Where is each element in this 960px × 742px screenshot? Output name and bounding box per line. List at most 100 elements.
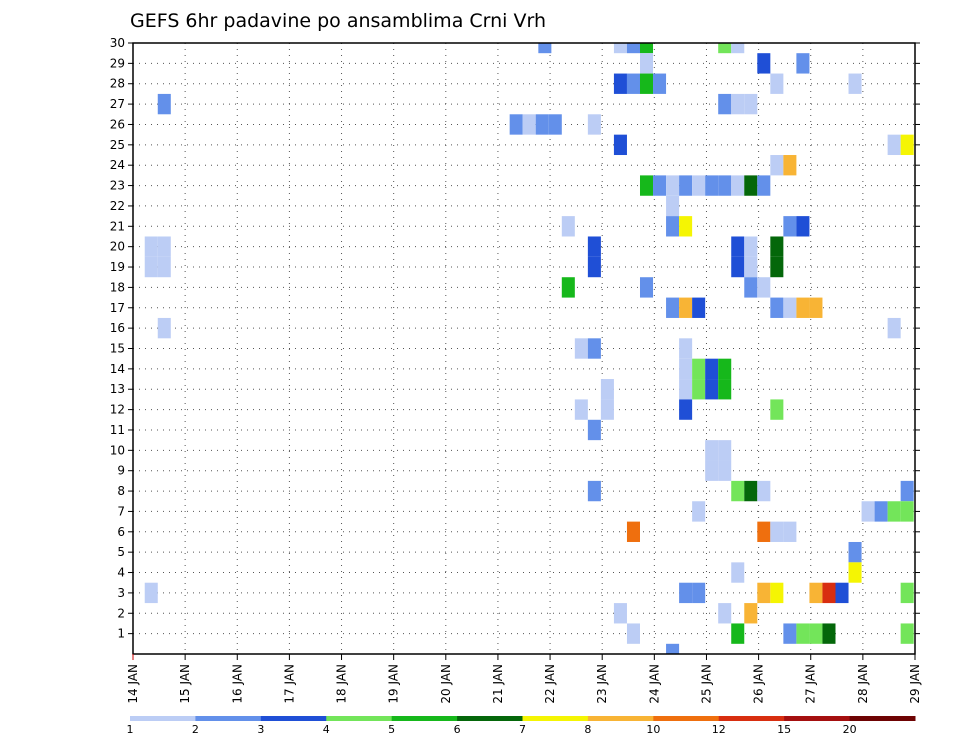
colorbar-label: 6 — [454, 723, 461, 736]
x-tick-label: 18 JAN — [335, 664, 349, 704]
heatmap-cell — [783, 216, 797, 237]
heatmap-cell — [744, 480, 758, 502]
heatmap-cell — [639, 53, 654, 74]
y-tick-label: 25 — [110, 138, 125, 152]
heatmap-cell — [809, 297, 823, 318]
heatmap-cell — [757, 175, 771, 196]
heatmap-cell — [744, 603, 758, 624]
heatmap-cell — [613, 134, 627, 156]
heatmap-cell — [639, 73, 654, 94]
heatmap-cell — [731, 43, 745, 54]
heatmap-cell — [731, 480, 745, 502]
heatmap-cell — [731, 623, 745, 644]
x-tick-label: 27 JAN — [804, 664, 818, 704]
x-tick-label: 14 JAN — [126, 664, 140, 704]
heatmap-cell — [574, 399, 588, 420]
colorbar-segment — [522, 716, 589, 721]
heatmap-cell — [561, 277, 575, 298]
heatmap-cell — [796, 53, 810, 74]
heatmap-cell — [653, 73, 667, 94]
y-tick-label: 20 — [110, 240, 125, 254]
x-tick-label: 25 JAN — [699, 664, 713, 704]
heatmap-cell — [848, 73, 862, 94]
y-tick-label: 21 — [110, 219, 125, 233]
axes: 1234567891011121314151617181920212223242… — [110, 36, 922, 704]
colorbar-label: 4 — [323, 723, 330, 736]
heatmap-cell — [600, 399, 614, 420]
heatmap-cell — [770, 521, 784, 542]
heatmap-cell — [522, 114, 536, 135]
colorbar-segment — [718, 716, 785, 721]
heatmap-cell — [157, 256, 171, 278]
heatmap-cell — [822, 623, 836, 644]
heatmap-cell — [887, 317, 901, 339]
heatmap-cell — [822, 582, 836, 604]
x-tick-label: 17 JAN — [282, 664, 296, 704]
heatmap-cell — [561, 216, 575, 237]
heatmap-cell — [718, 43, 732, 54]
heatmap-cell — [809, 582, 823, 604]
heatmap-cell — [692, 358, 706, 380]
heatmap-cell — [692, 175, 706, 196]
heatmap-cell — [626, 623, 640, 644]
heatmap-cell — [666, 643, 680, 654]
heatmap-cell — [848, 541, 862, 563]
y-tick-label: 1 — [117, 627, 125, 641]
x-tick-label: 26 JAN — [752, 664, 766, 704]
heatmap-cell — [692, 582, 706, 604]
x-tick-label: 29 JAN — [908, 664, 922, 704]
heatmap-cell — [679, 358, 693, 380]
heatmap-cell — [157, 236, 171, 257]
heatmap-cell — [718, 358, 732, 380]
heatmap-cell — [692, 379, 706, 400]
colorbar-label: 1 — [127, 723, 134, 736]
heatmap-cell — [653, 175, 667, 196]
colorbar-segment — [195, 716, 262, 721]
x-tick-label: 24 JAN — [647, 664, 661, 704]
x-tick-label: 15 JAN — [178, 664, 192, 704]
x-tick-label: 20 JAN — [439, 664, 453, 704]
heatmap-cell — [796, 216, 810, 237]
heatmap-cell — [679, 399, 693, 420]
heatmap-cell — [861, 501, 875, 522]
heatmap-cell — [770, 256, 784, 278]
colorbar-label: 10 — [646, 723, 660, 736]
heatmap-cell — [626, 73, 640, 94]
heatmap-cell — [157, 93, 171, 115]
colorbar-label: 7 — [519, 723, 526, 736]
colorbar-segment — [784, 716, 851, 721]
colorbar-segment — [849, 716, 916, 721]
y-tick-label: 5 — [117, 545, 125, 559]
heatmap-cell — [731, 562, 745, 583]
heatmap-cell — [639, 277, 654, 298]
heatmap-cell — [679, 216, 693, 237]
heatmap-cell — [535, 114, 549, 135]
heatmap-cell — [626, 521, 640, 542]
x-tick-label: 19 JAN — [387, 664, 401, 704]
y-tick-label: 16 — [110, 321, 125, 335]
heatmap-cells — [144, 43, 914, 654]
heatmap-cell — [574, 338, 588, 359]
heatmap-cell — [587, 236, 601, 257]
heatmap-cell — [900, 623, 914, 644]
heatmap-cell — [666, 297, 680, 318]
y-tick-label: 14 — [110, 362, 125, 376]
heatmap-cell — [613, 73, 627, 94]
heatmap-cell — [783, 521, 797, 542]
heatmap-cell — [809, 623, 823, 644]
colorbar-segment — [391, 716, 458, 721]
colorbar-label: 2 — [192, 723, 199, 736]
heatmap-cell — [538, 43, 552, 54]
heatmap-cell — [757, 582, 771, 604]
heatmap-cell — [666, 195, 680, 217]
heatmap-cell — [900, 582, 914, 604]
heatmap-cell — [783, 297, 797, 318]
heatmap-cell — [679, 379, 693, 400]
heatmap-cell — [692, 501, 706, 522]
heatmap-cell — [887, 134, 901, 156]
y-tick-label: 11 — [110, 423, 125, 437]
heatmap-cell — [770, 297, 784, 318]
y-tick-label: 29 — [110, 56, 125, 70]
colorbar-segment — [326, 716, 393, 721]
